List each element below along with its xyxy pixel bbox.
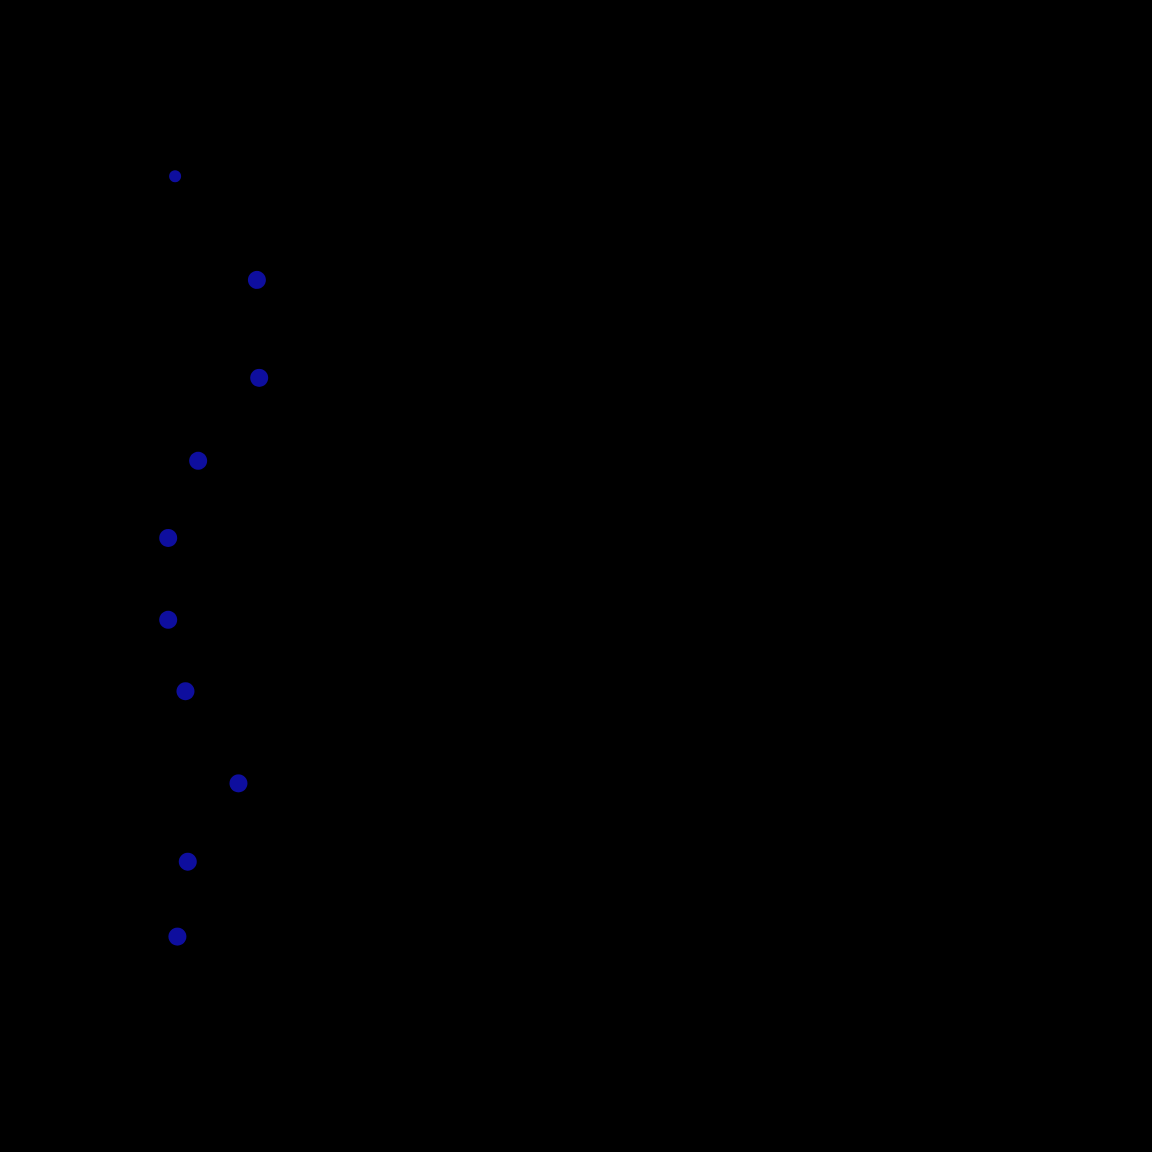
scatter-point [189, 452, 207, 470]
scatter-point [169, 170, 181, 182]
scatter-point [159, 529, 177, 547]
scatter-point [176, 682, 194, 700]
scatter-point [179, 853, 197, 871]
chart-svg [0, 0, 1152, 1152]
scatter-point [229, 774, 247, 792]
scatter-point [168, 928, 186, 946]
scatter-point [248, 271, 266, 289]
scatter-point [250, 369, 268, 387]
scatter-point [159, 611, 177, 629]
scatter-chart [0, 0, 1152, 1152]
